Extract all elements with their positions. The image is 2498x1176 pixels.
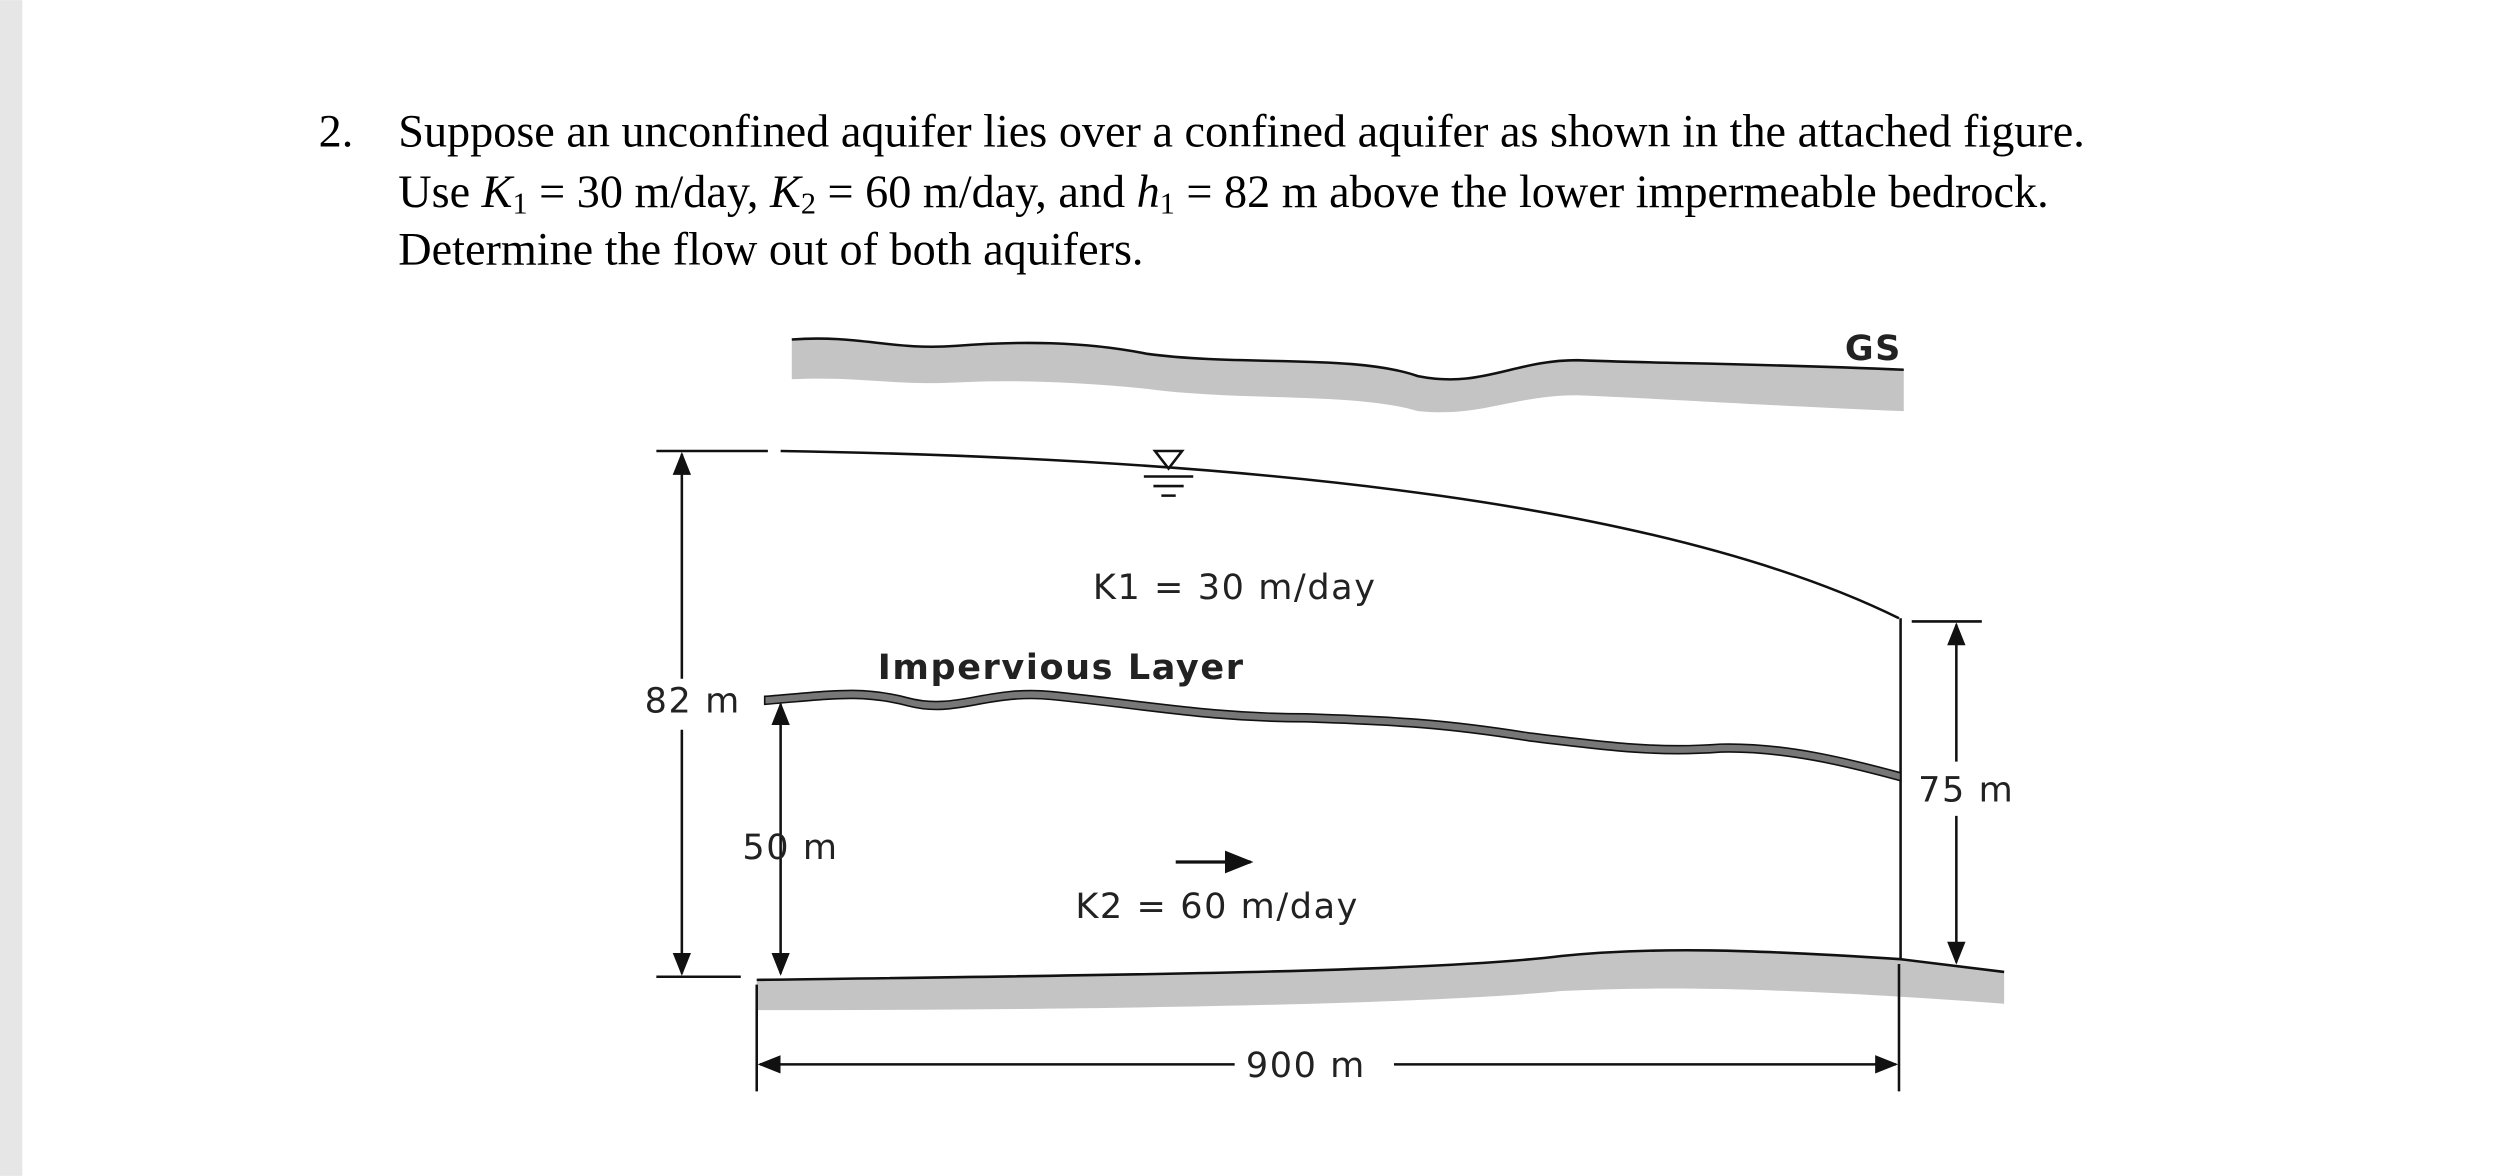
- subscript: 2: [801, 187, 816, 221]
- text-run: = 82 m above the lower impermeable bedro…: [1175, 166, 2049, 217]
- bedrock: [756, 950, 2005, 1011]
- water-symbol: [1152, 449, 1185, 471]
- question-number: 2.: [319, 106, 354, 157]
- label: K1 = 30 m/day: [1093, 567, 1377, 608]
- water-table: [780, 449, 1900, 620]
- question-line: Use K1 = 30 m/day, K2 = 60 m/day, and h1…: [398, 166, 2048, 220]
- ground-band: [791, 338, 1904, 413]
- water-symbol: [1143, 475, 1194, 497]
- question-line: Suppose an unconfined aquifer lies over …: [398, 106, 2085, 157]
- question-line: Determine the flow out of both aquifers.: [398, 224, 1143, 275]
- variable: K: [481, 166, 515, 217]
- text-run: = 60 m/day, and: [816, 166, 1137, 217]
- impervious-layer: [763, 689, 1902, 782]
- left-border: [0, 0, 23, 1176]
- variable: K: [769, 166, 803, 217]
- text-run: Use: [398, 166, 481, 217]
- label: 50 m: [742, 827, 838, 868]
- label: 82 m: [645, 680, 741, 721]
- label: 900 m: [1246, 1045, 1366, 1086]
- figure: GS K1 = 30 m/day Impervious Layer 82 m 5…: [645, 328, 2014, 1092]
- variable: h: [1137, 166, 1160, 217]
- label: 75 m: [1918, 769, 2014, 810]
- bedrock-line: [756, 948, 2005, 982]
- label: Impervious Layer: [878, 647, 1245, 688]
- label: K2 = 60 m/day: [1075, 886, 1359, 927]
- subscript: 1: [512, 187, 527, 221]
- subscript: 1: [1160, 187, 1175, 221]
- label: GS: [1845, 328, 1902, 369]
- ground-line: [791, 337, 1904, 381]
- text-run: = 30 m/day,: [528, 166, 770, 217]
